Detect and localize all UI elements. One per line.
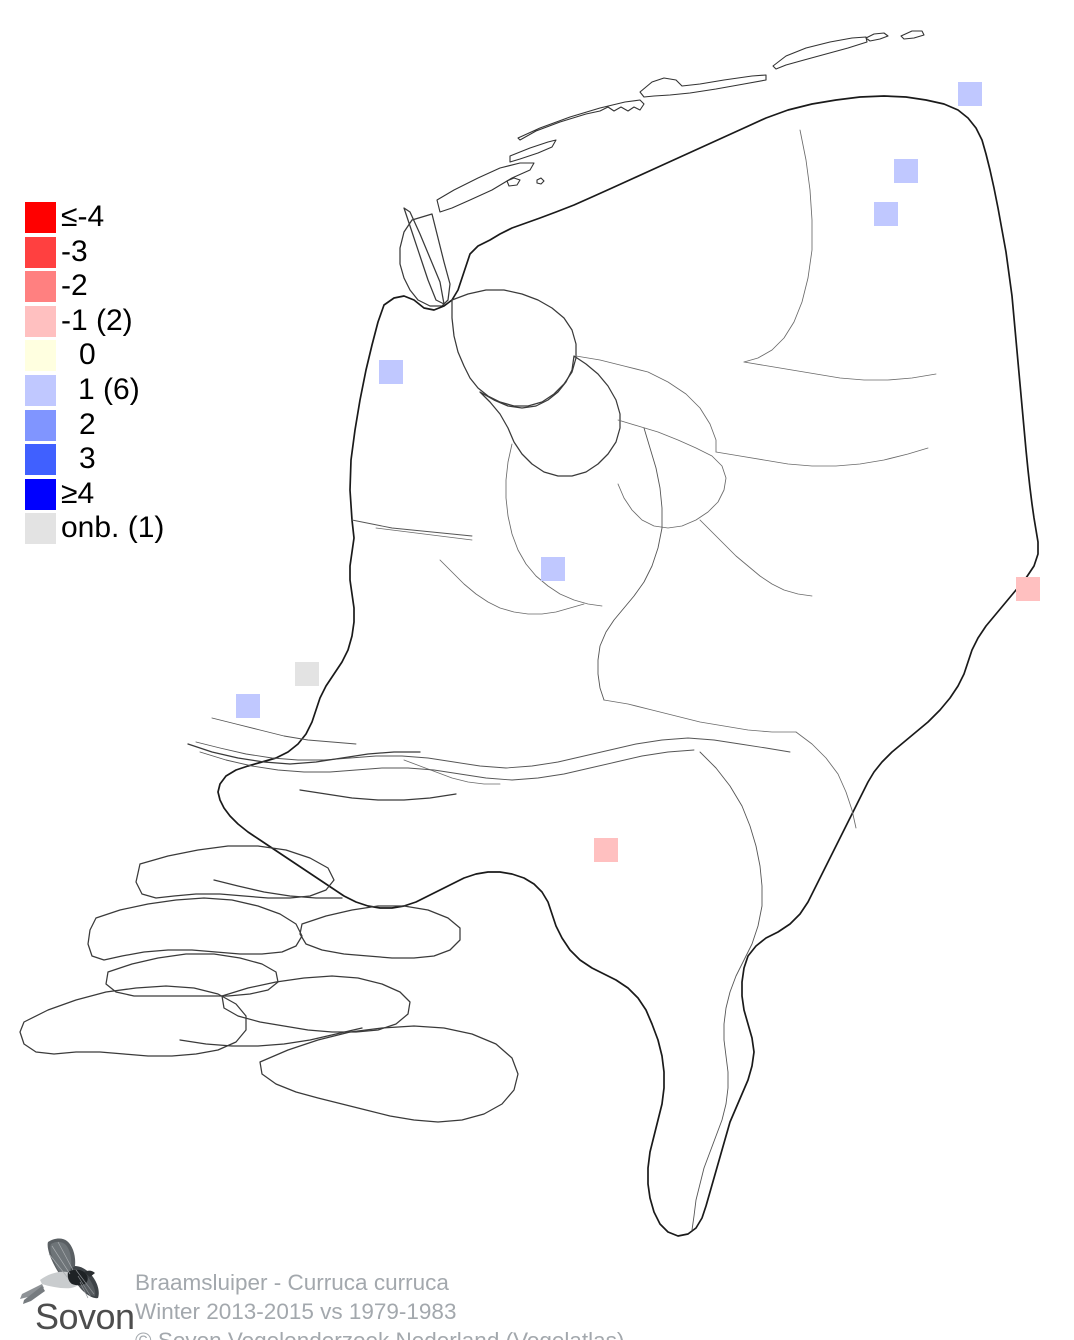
sovon-logo: Sovon bbox=[18, 1236, 135, 1336]
island-griend bbox=[506, 177, 521, 187]
river-maas-zuid bbox=[691, 751, 763, 1231]
legend-swatch-le-minus4 bbox=[25, 202, 56, 233]
legend-label-minus1: -1 (2) bbox=[61, 303, 133, 337]
province-border-utrecht-zuid-holland bbox=[439, 559, 585, 615]
legend-swatch-plus1 bbox=[25, 374, 56, 406]
river-rijn-lek bbox=[199, 749, 695, 781]
island-terschelling bbox=[517, 99, 645, 141]
legend-row-le-minus4: ≤-4 bbox=[25, 200, 235, 235]
legend-label-plus1: 1 (6) bbox=[78, 372, 140, 406]
delta-detail-hollandsdiep bbox=[299, 789, 457, 801]
legend-swatch-plus2 bbox=[25, 409, 56, 441]
province-border-gelderland-brabant bbox=[603, 699, 797, 733]
legend-label-minus3: -3 bbox=[61, 234, 88, 268]
legend-row-plus3: 3 bbox=[25, 442, 235, 477]
island-ameland bbox=[639, 74, 767, 98]
river-waal bbox=[195, 737, 791, 769]
noord-holland-outline bbox=[399, 213, 451, 307]
legend-swatch-minus2 bbox=[25, 271, 56, 303]
caption-period: Winter 2013-2015 vs 1979-1983 bbox=[135, 1299, 457, 1324]
legend-row-minus3: -3 bbox=[25, 235, 235, 270]
river-nieuwe-waterweg bbox=[211, 717, 357, 745]
legend-swatch-unknown bbox=[25, 513, 56, 545]
zeeland-noord-beveland bbox=[105, 953, 279, 997]
river-ijssel bbox=[597, 427, 663, 701]
province-border-friesland-groningen bbox=[743, 129, 813, 363]
map-caption: Braamsluiper - Curruca curruca Winter 20… bbox=[135, 1268, 624, 1340]
legend-swatch-minus3 bbox=[25, 236, 56, 268]
province-border-drenthe-overijssel bbox=[715, 447, 929, 467]
legend-label-unknown: onb. (1) bbox=[61, 511, 165, 545]
legend-swatch-zero bbox=[25, 340, 56, 372]
island-rottumeroog bbox=[865, 32, 889, 42]
zeeland-goeree bbox=[135, 845, 335, 899]
province-border-overijssel-gelderland bbox=[699, 519, 813, 597]
legend-row-ge-plus4: ≥4 bbox=[25, 477, 235, 512]
legend-row-minus2: -2 bbox=[25, 269, 235, 304]
delta-detail-westerschelde bbox=[179, 1027, 363, 1047]
legend-row-minus1: -1 (2) bbox=[25, 304, 235, 339]
legend-swatch-ge-plus4 bbox=[25, 478, 56, 510]
legend-label-le-minus4: ≤-4 bbox=[61, 200, 105, 233]
square-utrecht bbox=[541, 557, 565, 581]
square-zuid-holland bbox=[295, 662, 319, 686]
zeeland-zeeuws-vlaanderen bbox=[259, 1025, 519, 1123]
legend-row-plus1: 1 (6) bbox=[25, 373, 235, 408]
zeeland-tholen bbox=[299, 905, 461, 959]
island-small-north bbox=[900, 30, 925, 40]
caption-copyright: © Sovon Vogelonderzoek Nederland (Vogela… bbox=[135, 1326, 624, 1340]
legend-label-plus2: 2 bbox=[79, 407, 96, 441]
square-zuid-groningen bbox=[874, 202, 898, 226]
island-texel bbox=[436, 162, 535, 213]
legend-swatch-plus3 bbox=[25, 444, 56, 476]
legend-row-zero: 0 bbox=[25, 338, 235, 373]
caption-species: Braamsluiper - Curruca curruca bbox=[135, 1270, 449, 1295]
legend-label-plus3: 3 bbox=[79, 442, 96, 476]
province-border-groningen-drenthe bbox=[743, 361, 937, 381]
square-noord-holland-kust bbox=[379, 360, 403, 384]
square-voorne bbox=[236, 694, 260, 718]
delta-detail-oosterschelde bbox=[213, 879, 343, 899]
province-border-friesland-overijssel bbox=[575, 355, 717, 453]
province-border-gelderland-utrecht bbox=[505, 443, 603, 607]
province-border-zuid-noord-holland bbox=[375, 527, 473, 541]
legend-label-zero: 0 bbox=[79, 338, 96, 372]
ijsselmeer-outline bbox=[451, 289, 577, 407]
square-midden-groningen bbox=[894, 159, 918, 183]
legend-label-minus2: -2 bbox=[61, 269, 88, 303]
map-footer: Sovon Braamsluiper - Curruca curruca Win… bbox=[18, 1236, 1058, 1340]
province-border-zeeland-brabant bbox=[403, 759, 501, 785]
square-noord-groningen bbox=[958, 82, 982, 106]
change-class-legend: ≤-4 -3 -2 -1 (2) 0 1 (6) 2 3 ≥4 onb. (1) bbox=[25, 200, 235, 546]
legend-row-plus2: 2 bbox=[25, 408, 235, 443]
square-oost-limburg bbox=[1016, 577, 1040, 601]
river-noordzeekanaal bbox=[351, 519, 473, 537]
square-noord-brabant bbox=[594, 838, 618, 862]
zeeland-schouwen bbox=[87, 897, 303, 961]
sovon-wordmark: Sovon bbox=[35, 1296, 135, 1337]
swallow-bird-icon bbox=[20, 1238, 99, 1304]
legend-label-ge-plus4: ≥4 bbox=[61, 476, 95, 510]
legend-swatch-minus1 bbox=[25, 305, 56, 337]
legend-row-unknown: onb. (1) bbox=[25, 511, 235, 546]
island-vlieland bbox=[509, 139, 557, 163]
island-dot-waddenzee bbox=[536, 177, 545, 185]
province-border-flevoland-overijssel bbox=[617, 419, 727, 529]
province-border-brabant-limburg bbox=[795, 731, 857, 829]
national-border bbox=[217, 95, 1039, 1237]
zeeland-zuid-beveland bbox=[221, 975, 411, 1033]
delta-detail-haringvliet bbox=[187, 743, 421, 765]
island-schiermonnikoog bbox=[772, 36, 868, 70]
